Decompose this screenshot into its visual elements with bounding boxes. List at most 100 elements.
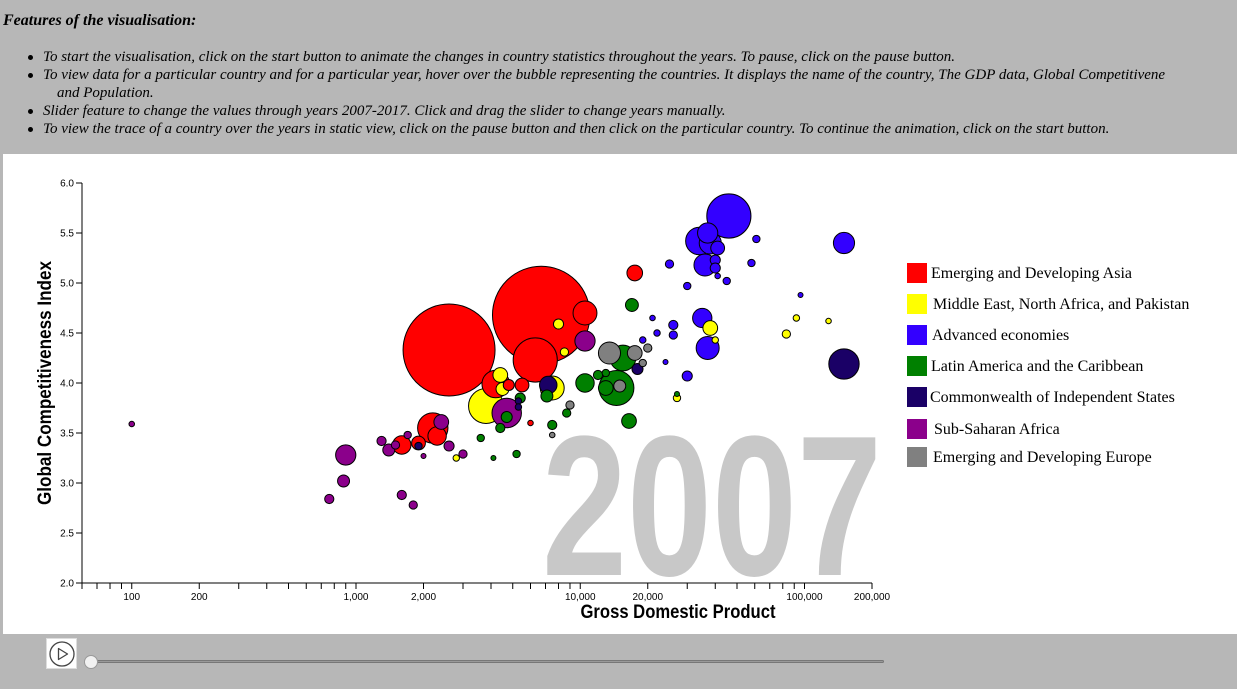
country-bubble[interactable] [324,493,335,505]
country-bubble[interactable] [597,380,614,396]
country-bubble[interactable] [702,320,719,336]
country-bubble[interactable] [709,262,721,274]
country-bubble[interactable] [562,408,572,418]
legend-label: Commonwealth of Independent States [930,389,1175,406]
feature-text: To view the trace of a country over the … [43,121,1110,137]
country-bubble[interactable] [458,449,468,459]
country-bubble[interactable] [592,369,604,381]
country-bubble[interactable] [514,403,523,411]
country-bubble[interactable] [574,330,596,352]
legend-label: Middle East, North Africa, and Pakistan [933,296,1189,313]
country-bubble[interactable] [649,314,656,322]
country-bubble[interactable] [476,433,485,443]
country-bubble[interactable] [792,314,801,322]
country-bubble[interactable] [626,264,644,282]
country-bubble[interactable] [797,292,804,298]
country-bubble[interactable] [495,422,506,434]
country-bubble[interactable] [653,329,661,337]
feature-item: To view the trace of a country over the … [0,120,1237,138]
country-bubble[interactable] [408,500,418,510]
legend-swatch [907,419,927,439]
country-bubble[interactable] [722,276,731,286]
country-bubble[interactable] [781,329,791,339]
country-bubble[interactable] [597,341,622,365]
country-bubble[interactable] [613,379,627,393]
country-bubble[interactable] [443,440,455,452]
legend-swatch [907,263,927,283]
year-slider-handle[interactable] [84,655,98,669]
country-bubble[interactable] [547,419,558,431]
country-bubble[interactable] [683,281,692,291]
country-bubble[interactable] [664,259,675,269]
y-tick-label: 5.5 [60,229,74,240]
country-bubble[interactable] [711,336,719,344]
country-bubble[interactable] [624,298,639,312]
country-bubble[interactable] [668,319,679,331]
y-tick-label: 4.0 [60,379,74,390]
legend-swatch [907,356,927,376]
country-bubble[interactable] [601,368,610,378]
country-bubble[interactable] [828,348,860,380]
country-bubble[interactable] [626,345,643,361]
country-bubble[interactable] [492,367,509,383]
country-bubble[interactable] [673,391,680,397]
country-bubble[interactable] [565,400,575,410]
country-bubble[interactable] [337,474,351,488]
country-bubble[interactable] [559,347,570,357]
country-bubble[interactable] [832,231,856,255]
country-bubble[interactable] [502,378,515,392]
country-bubble[interactable] [710,240,726,256]
country-bubble[interactable] [514,397,523,405]
y-tick-label: 2.0 [60,579,74,590]
country-bubble[interactable] [706,193,752,239]
year-slider-track[interactable] [90,660,884,663]
country-bubble[interactable] [825,317,832,325]
year-label: 2007 [542,395,882,618]
country-bubble[interactable] [548,431,556,439]
y-tick-label: 3.0 [60,479,74,490]
feature-item: To start the visualisation, click on the… [0,48,1237,66]
country-bubble[interactable] [639,336,647,344]
country-bubble[interactable] [552,318,565,330]
country-bubble[interactable] [335,444,357,466]
country-bubble[interactable] [575,373,595,393]
country-bubble[interactable] [668,330,678,340]
country-bubble[interactable] [512,449,521,459]
country-bubble[interactable] [427,426,447,446]
country-bubble[interactable] [643,343,653,353]
x-tick-label: 100,000 [786,592,823,603]
bullet-icon [28,55,33,60]
country-bubble[interactable] [662,359,669,365]
chart-panel: 2007 100 200 1,000 2,000 10,000 20,000 100,000 2… [3,154,1237,634]
legend-label: Latin America and the Caribbean [931,358,1143,375]
country-bubble[interactable] [403,430,412,440]
country-bubble[interactable] [414,441,423,451]
country-bubble[interactable] [638,358,647,368]
country-bubble[interactable] [697,222,719,244]
bullet-icon [28,127,33,132]
country-bubble[interactable] [621,413,637,429]
country-bubble[interactable] [747,258,756,268]
country-bubble[interactable] [512,337,558,383]
country-bubble[interactable] [376,435,387,447]
country-bubble[interactable] [514,377,530,393]
country-bubble[interactable] [452,454,460,462]
country-bubble[interactable] [714,272,721,280]
country-bubble[interactable] [490,455,497,461]
country-bubble[interactable] [433,414,450,430]
country-bubble[interactable] [752,234,761,244]
country-bubble[interactable] [527,419,534,427]
country-bubble[interactable] [128,420,136,428]
country-bubble[interactable] [396,489,407,501]
country-bubble[interactable] [500,410,513,424]
country-bubble[interactable] [572,300,598,326]
feature-text: To start the visualisation, click on the… [43,49,956,65]
country-bubble[interactable] [402,303,496,397]
country-bubble[interactable] [540,389,554,403]
country-bubble[interactable] [420,453,427,459]
country-bubble[interactable] [681,370,693,382]
y-tick-label: 2.5 [60,529,74,540]
play-button[interactable] [46,638,77,669]
x-tick-label: 100 [123,592,140,603]
country-bubble[interactable] [390,440,401,450]
